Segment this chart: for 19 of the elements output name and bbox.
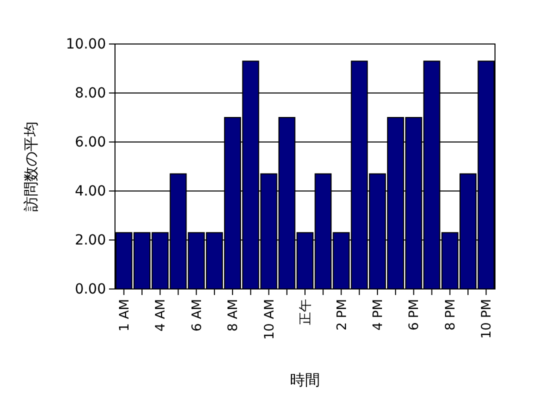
y-tick-label: 4.00 bbox=[74, 183, 106, 200]
y-tick-label: 10.00 bbox=[66, 36, 106, 52]
x-tick-label: 6 AM bbox=[190, 299, 205, 332]
x-tick-label: 10 AM bbox=[262, 299, 278, 340]
x-axis-title: 時間 bbox=[290, 371, 320, 389]
y-tick-label: 0.00 bbox=[74, 281, 106, 298]
x-tick-label: 4 PM bbox=[371, 299, 386, 330]
x-tick-label: 10 PM bbox=[480, 299, 495, 339]
y-tick-label: 6.00 bbox=[74, 134, 106, 150]
y-tick-label: 8.00 bbox=[74, 85, 106, 102]
y-tick-label: 2.00 bbox=[74, 232, 106, 248]
x-tick-label: 正午 bbox=[298, 299, 314, 325]
x-tick-label: 1 AM bbox=[117, 299, 132, 332]
x-tick-label: 8 AM bbox=[226, 299, 242, 332]
y-axis-title: 訪問数の平均 bbox=[22, 122, 40, 212]
x-tick-label: 4 AM bbox=[154, 299, 169, 332]
x-tick-label: 2 PM bbox=[334, 299, 350, 330]
x-tick-label: 8 PM bbox=[443, 299, 458, 330]
x-tick-label: 6 PM bbox=[407, 299, 422, 330]
